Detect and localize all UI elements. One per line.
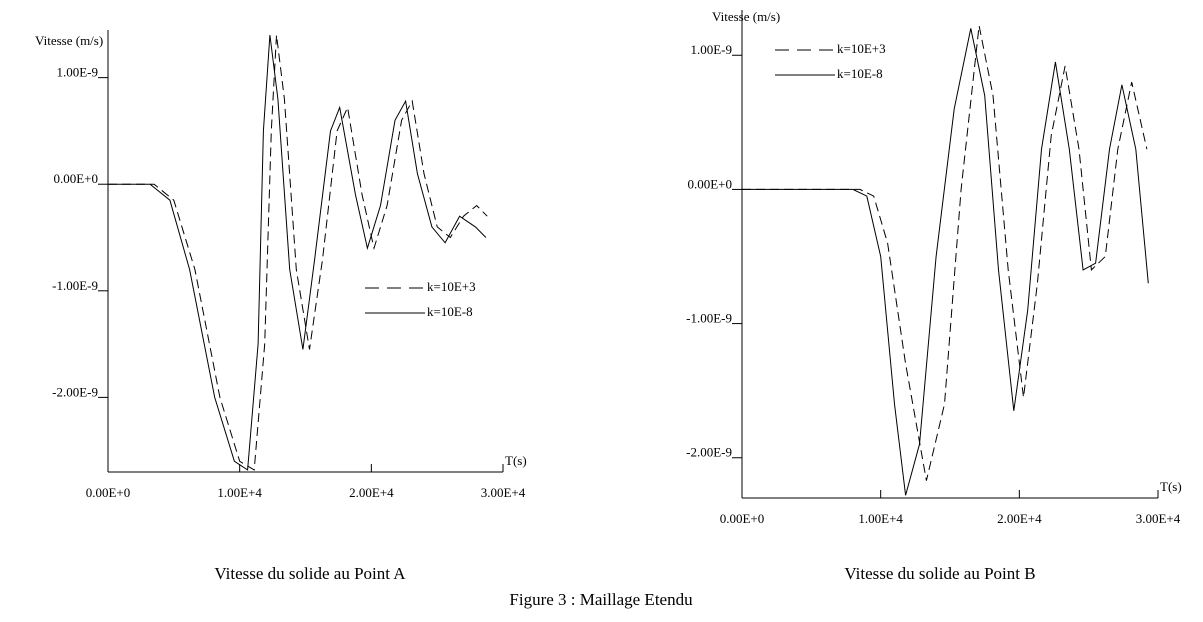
y-axis-label: Vitesse (m/s) [35, 33, 103, 48]
series-line [742, 28, 1149, 496]
legend-label: k=10E+3 [427, 279, 476, 294]
series-line [108, 34, 488, 471]
y-tick-label: -2.00E-9 [686, 445, 732, 460]
y-tick-label: 1.00E-9 [56, 65, 98, 80]
chart-caption: Vitesse du solide au Point A [214, 564, 406, 583]
chart-caption: Vitesse du solide au Point B [844, 564, 1035, 583]
y-tick-label: -1.00E-9 [686, 311, 732, 326]
x-tick-label: 0.00E+0 [86, 485, 131, 500]
x-tick-label: 1.00E+4 [217, 485, 262, 500]
x-axis-label: T(s) [1160, 479, 1182, 494]
x-tick-label: 0.00E+0 [720, 511, 765, 526]
series-line [742, 25, 1148, 481]
x-tick-label: 1.00E+4 [858, 511, 903, 526]
y-tick-label: -1.00E-9 [52, 278, 98, 293]
y-tick-label: -2.00E-9 [52, 384, 98, 399]
x-tick-label: 2.00E+4 [997, 511, 1042, 526]
x-axis-label: T(s) [505, 453, 527, 468]
legend-label: k=10E+3 [837, 41, 886, 56]
series-line [108, 34, 487, 471]
x-tick-label: 2.00E+4 [349, 485, 394, 500]
legend-label: k=10E-8 [427, 304, 473, 319]
x-tick-label: 3.00E+4 [1136, 511, 1181, 526]
y-axis-label: Vitesse (m/s) [712, 9, 780, 24]
figure-caption: Figure 3 : Maillage Etendu [509, 590, 693, 609]
x-tick-label: 3.00E+4 [481, 485, 526, 500]
y-tick-label: 0.00E+0 [53, 171, 98, 186]
legend-label: k=10E-8 [837, 66, 883, 81]
y-tick-label: 1.00E-9 [690, 42, 732, 57]
y-tick-label: 0.00E+0 [687, 176, 732, 191]
